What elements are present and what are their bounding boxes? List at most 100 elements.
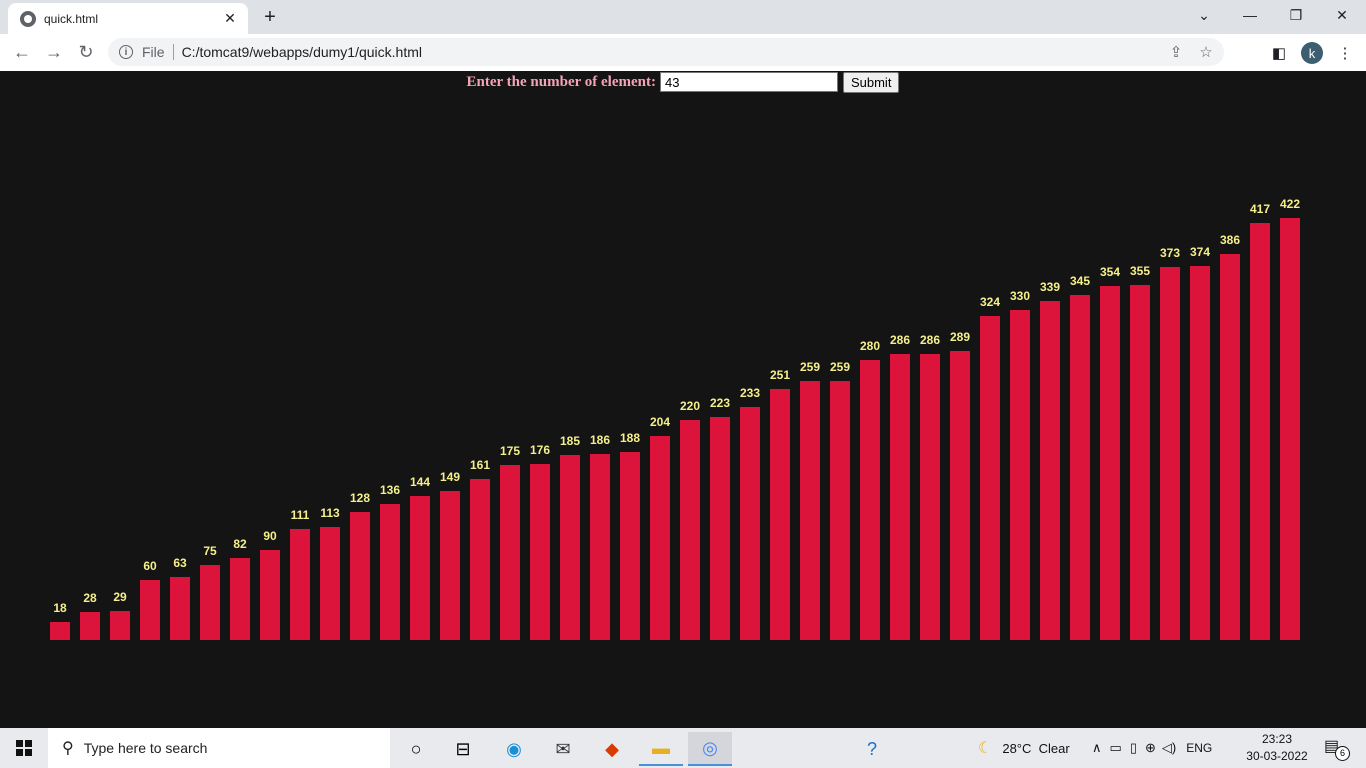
bar-value-label: 75 [203, 544, 217, 558]
minimize-icon[interactable]: — [1243, 7, 1257, 23]
clock[interactable]: 23:23 30-03-2022 [1244, 731, 1310, 765]
bar [1130, 285, 1150, 640]
back-icon[interactable]: ← [13, 41, 31, 62]
element-count-label: Enter the number of element: [466, 73, 656, 90]
bar [1190, 266, 1210, 640]
system-tray-icons: ∧ ▭ ▯ ⊕ ◁) ENG [1092, 728, 1212, 768]
bar-value-label: 386 [1219, 233, 1241, 247]
taskbar-search-box[interactable]: ⚲ Type here to search [48, 728, 390, 768]
bar-value-label: 111 [290, 508, 310, 522]
bar [140, 580, 160, 640]
search-icon: ⚲ [62, 740, 74, 757]
forward-icon[interactable]: → [45, 41, 63, 62]
close-tab-icon[interactable]: ✕ [224, 10, 236, 26]
menu-icon[interactable]: ⋮ [1337, 45, 1353, 62]
bar-value-label: 223 [709, 396, 731, 410]
tab-search-icon[interactable]: ⌄ [1198, 6, 1210, 23]
bar-value-label: 60 [143, 559, 157, 573]
chrome-icon[interactable]: ◎ [688, 732, 732, 766]
page-content: Enter the number of element: Submit 18 28… [0, 71, 1366, 728]
start-button[interactable] [0, 728, 48, 768]
bar-value-label: 204 [649, 415, 671, 429]
tab-title: quick.html [44, 11, 99, 26]
clock-time: 23:23 [1261, 732, 1293, 746]
meet-now-icon[interactable]: ▯ [1129, 740, 1137, 755]
info-icon[interactable]: i [119, 45, 133, 59]
bar-value-label: 289 [949, 330, 971, 344]
bar-value-label: 144 [409, 475, 431, 489]
volume-icon[interactable]: ◁) [1161, 740, 1177, 755]
restore-icon[interactable]: ❐ [1289, 6, 1303, 23]
close-window-icon[interactable]: ✕ [1336, 6, 1348, 23]
bar-value-label: 29 [113, 590, 127, 604]
bookmark-star-icon[interactable]: ☆ [1199, 44, 1213, 61]
notification-count: 6 [1335, 746, 1350, 761]
battery-icon[interactable]: ▭ [1109, 740, 1122, 755]
clock-date: 30-03-2022 [1246, 749, 1308, 763]
address-separator [172, 44, 174, 60]
url-text[interactable]: C:/tomcat9/webapps/dumy1/quick.html [181, 44, 423, 60]
bar [1220, 254, 1240, 640]
bar-value-label: 220 [679, 399, 701, 413]
bar-value-label: 113 [320, 506, 340, 520]
bar-value-label: 354 [1099, 265, 1121, 279]
bar [380, 504, 400, 640]
file-explorer-icon[interactable]: ▬ [639, 732, 683, 766]
element-count-input[interactable] [659, 72, 838, 92]
browser-toolbar: ← → ↻ i File C:/tomcat9/webapps/dumy1/qu… [0, 34, 1366, 72]
office-icon[interactable]: ◆ [605, 738, 619, 759]
show-hidden-icons-icon[interactable]: ∧ [1092, 740, 1102, 755]
bar [890, 354, 910, 640]
task-view-icon[interactable]: ⊟ [455, 738, 471, 759]
network-icon[interactable]: ⊕ [1144, 740, 1156, 755]
globe-icon [20, 10, 36, 27]
side-panel-icon[interactable]: ◧ [1271, 45, 1287, 62]
bar-value-label: 233 [739, 386, 761, 400]
bar [530, 464, 550, 640]
bar [800, 381, 820, 640]
reload-icon[interactable]: ↻ [78, 41, 94, 62]
bar [1040, 301, 1060, 640]
bar-value-label: 280 [859, 339, 881, 353]
bar-value-label: 259 [829, 360, 851, 374]
file-label: File [142, 44, 165, 60]
submit-button[interactable]: Submit [842, 71, 900, 93]
bar [50, 622, 70, 640]
bar-value-label: 286 [889, 333, 911, 347]
weather-widget[interactable]: ☾ 28°C Clear [978, 728, 1070, 768]
search-placeholder: Type here to search [83, 740, 208, 756]
bar [830, 381, 850, 640]
bar-value-label: 63 [173, 556, 187, 570]
bar [920, 354, 940, 640]
bar [1010, 310, 1030, 640]
bar [860, 360, 880, 640]
bar [740, 407, 760, 640]
bar-value-label: 417 [1249, 202, 1271, 216]
mail-icon[interactable]: ✉ [555, 738, 571, 759]
browser-tab[interactable]: quick.html ✕ [8, 3, 248, 34]
new-tab-button[interactable]: + [264, 5, 276, 28]
bar [290, 529, 310, 640]
bar-value-label: 286 [919, 333, 941, 347]
notification-center[interactable]: ▤ 6 [1320, 736, 1350, 761]
profile-avatar[interactable]: k [1301, 42, 1323, 64]
bar-value-label: 149 [439, 470, 461, 484]
language-indicator[interactable]: ENG [1186, 741, 1213, 755]
bar [80, 612, 100, 640]
cortana-icon[interactable]: ○ [410, 738, 422, 759]
bar-value-label: 345 [1069, 274, 1091, 288]
bar-value-label: 259 [799, 360, 821, 374]
bar [770, 389, 790, 640]
edge-icon[interactable]: ◉ [506, 738, 522, 759]
bar-value-label: 355 [1129, 264, 1151, 278]
bar-value-label: 82 [233, 537, 247, 551]
bar [200, 565, 220, 640]
bar-value-label: 373 [1159, 246, 1181, 260]
bar [260, 550, 280, 640]
bar [440, 491, 460, 640]
help-icon[interactable]: ? [866, 738, 877, 759]
bar [1160, 267, 1180, 640]
share-icon[interactable]: ⇪ [1169, 44, 1183, 61]
bar-value-label: 188 [619, 431, 641, 445]
address-bar[interactable]: i File C:/tomcat9/webapps/dumy1/quick.ht… [108, 38, 1224, 66]
